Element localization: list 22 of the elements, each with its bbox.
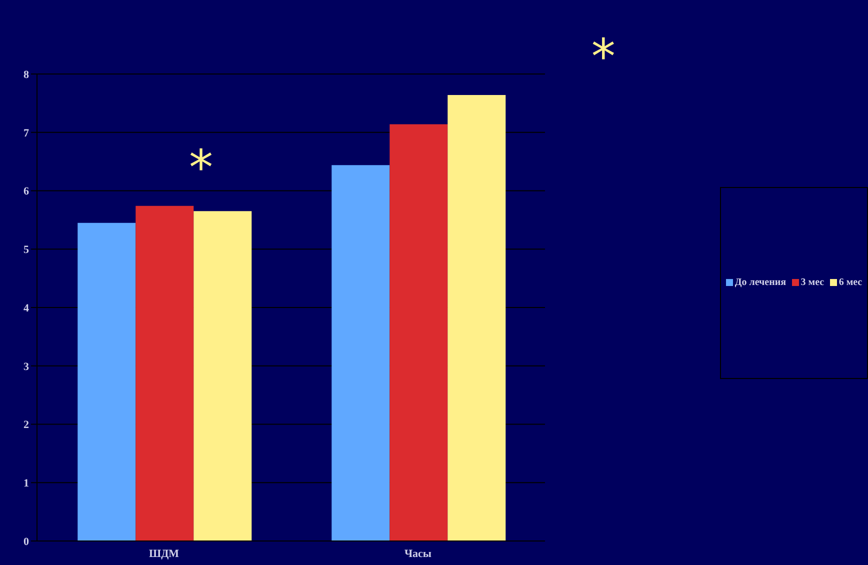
y-tick-label: 6 [24,186,30,198]
y-tick-label: 1 [24,478,29,490]
y-tick-label: 5 [24,244,30,256]
y-tick-label: 4 [24,302,30,314]
y-tick-label: 8 [24,68,30,81]
y-tick-label: 7 [24,127,30,140]
y-tick-label: 3 [24,360,30,373]
bar [78,222,136,541]
bar [194,211,252,541]
y-tick-label: 2 [24,419,30,432]
bar [332,165,390,541]
annotation: * [188,140,214,196]
x-tick-label: Часы [404,548,432,560]
bar [448,95,506,541]
y-tick-label: 0 [24,536,30,548]
legend-label: До лечения [734,277,786,288]
legend-label: 3 мес [800,277,824,288]
bar [136,206,194,541]
x-tick-label: ШДМ [148,548,180,560]
text: * [590,29,616,85]
bar [390,124,448,541]
legend-label: 6 мес [838,277,862,288]
